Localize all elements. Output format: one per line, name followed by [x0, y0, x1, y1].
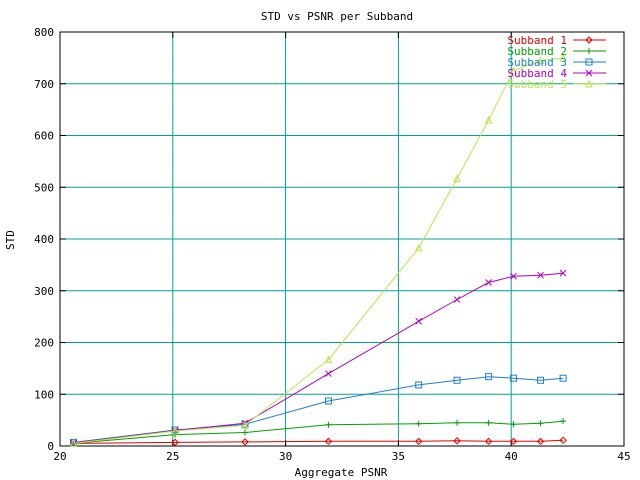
- subband-5-point: [414, 243, 423, 252]
- subband-2-legend-marker: [586, 48, 592, 54]
- subband-4-point: [537, 271, 544, 279]
- subband-4-point: [415, 317, 423, 325]
- x-tick-label: 45: [617, 450, 630, 463]
- subband-5-point: [171, 426, 179, 435]
- subband-4-point: [453, 296, 461, 303]
- y-tick-label: 800: [34, 26, 54, 39]
- subband-5-line: [73, 57, 564, 444]
- subband-5-point: [559, 53, 567, 62]
- subband-3-point: [537, 376, 545, 384]
- subband-3-legend-marker: [585, 58, 593, 66]
- subband-1-point: [536, 437, 545, 446]
- y-tick-label: 200: [34, 337, 54, 350]
- subband-1-point: [484, 437, 493, 446]
- subband-1-point: [509, 437, 518, 446]
- subband-4-line: [73, 272, 564, 444]
- subband-4-legend-marker: [585, 69, 593, 77]
- y-tick-label: 500: [34, 181, 54, 194]
- y-axis-label: STD: [4, 230, 17, 250]
- subband-4-point: [485, 279, 492, 286]
- subband-2-point: [241, 429, 248, 436]
- subband-1-point: [414, 437, 423, 446]
- axis-ticks: 20 25 30 35 40 45 0 100 200 300 400 500 600 700 800: [34, 26, 631, 463]
- subband-3-point: [509, 374, 517, 382]
- subband-2-point: [415, 420, 422, 427]
- subband-5-point: [536, 56, 545, 64]
- x-tick-label: 25: [166, 450, 179, 463]
- subband-3-point: [485, 373, 493, 381]
- y-tick-label: 0: [47, 440, 54, 453]
- subband-3-point: [453, 376, 461, 384]
- subband-4-point: [559, 269, 567, 277]
- subband-2-legend-label: Subband 2: [507, 45, 567, 58]
- subband-5-series: [69, 53, 567, 447]
- subband-3-point: [415, 381, 423, 389]
- x-tick-label: 40: [505, 450, 518, 463]
- x-axis-label: Aggregate PSNR: [295, 466, 388, 479]
- subband-4-point: [510, 272, 517, 280]
- subband-2-point: [485, 419, 492, 426]
- subband-4-point: [325, 370, 332, 377]
- subband-2-series: [70, 418, 567, 447]
- y-tick-label: 300: [34, 285, 54, 298]
- subband-1-point: [324, 437, 333, 446]
- subband-5-point: [453, 174, 461, 182]
- subband-5-point: [69, 439, 78, 447]
- subband-2-point: [325, 421, 332, 428]
- subband-3-legend-label: Subband 3: [507, 56, 567, 69]
- subband-2-point: [510, 421, 517, 428]
- series-layer: [69, 53, 567, 448]
- subband-3-point: [324, 397, 332, 405]
- subband-5-point: [241, 421, 249, 429]
- subband-2-point: [560, 418, 567, 425]
- subband-5-point: [509, 66, 518, 75]
- subband-1-point: [559, 436, 567, 445]
- subband-5-legend-marker: [585, 79, 593, 88]
- subband-5-point: [484, 115, 493, 124]
- subband-2-point: [537, 420, 544, 427]
- subband-1-line: [73, 439, 564, 444]
- chart-title: STD vs PSNR per Subband: [261, 10, 413, 23]
- subband-1-point: [453, 437, 461, 445]
- subband-1-point: [241, 438, 249, 446]
- y-tick-label: 700: [34, 78, 54, 91]
- grid: [60, 32, 624, 446]
- subband-4-series: [70, 269, 567, 447]
- x-tick-label: 30: [279, 450, 292, 463]
- subband-3-point: [559, 374, 567, 382]
- subband-1-legend-marker: [585, 36, 593, 44]
- subband-3-line: [73, 376, 564, 443]
- subband-4-legend-label: Subband 4: [507, 67, 567, 80]
- subband-5-point: [324, 355, 333, 364]
- y-tick-label: 100: [34, 388, 54, 401]
- y-tick-label: 600: [34, 130, 54, 143]
- x-tick-label: 20: [53, 450, 66, 463]
- x-tick-label: 35: [392, 450, 405, 463]
- y-tick-label: 400: [34, 233, 54, 246]
- subband-2-point: [454, 419, 461, 426]
- subband-1-point: [171, 438, 179, 447]
- subband-1-legend-label: Subband 1: [507, 34, 567, 47]
- subband-1-series: [69, 436, 567, 448]
- subband-5-legend-label: Subband 5: [507, 78, 567, 91]
- subband-2-line: [73, 420, 564, 444]
